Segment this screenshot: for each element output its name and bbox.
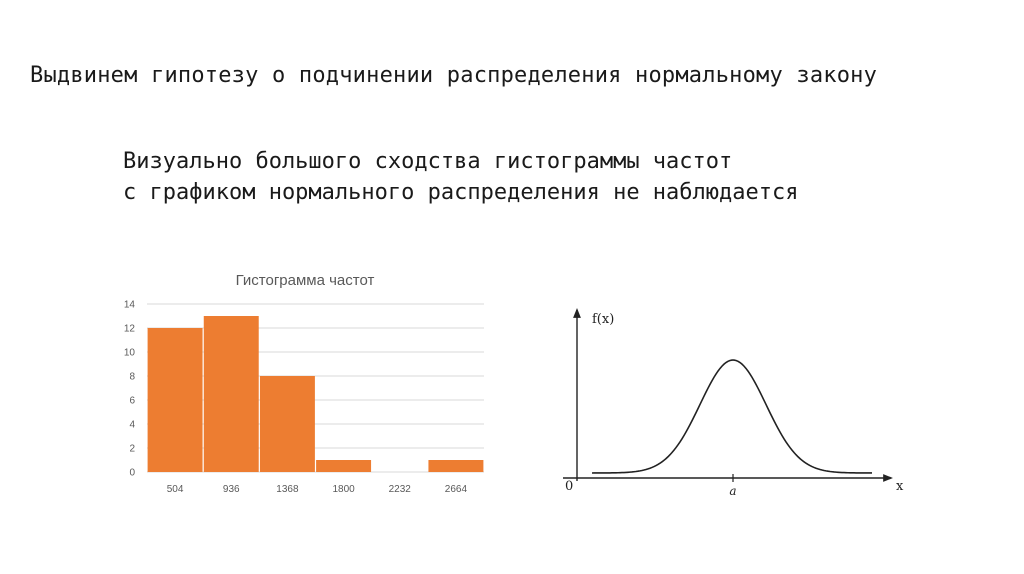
histogram-bar xyxy=(259,376,315,472)
y-tick-label: 0 xyxy=(129,468,135,479)
x-tick-label: 1368 xyxy=(276,484,299,495)
y-tick-label: 10 xyxy=(124,348,136,359)
y-tick-label: 6 xyxy=(129,396,135,407)
slide-note-line-1: Визуально большого сходства гистограммы … xyxy=(123,149,733,174)
histogram-bar xyxy=(428,460,484,472)
y-tick-label: 4 xyxy=(129,420,135,431)
slide-note: Визуально большого сходства гистограммы … xyxy=(123,146,799,208)
y-tick-label: 12 xyxy=(124,324,136,335)
histogram-grid xyxy=(147,303,484,473)
y-axis-label: f(x) xyxy=(592,312,614,327)
normal-curve xyxy=(591,359,872,474)
x-tick-label: 936 xyxy=(223,484,240,495)
x-tick-label: 2664 xyxy=(445,484,468,495)
mean-label: a xyxy=(729,484,736,498)
x-tick-label: 504 xyxy=(167,484,184,495)
histogram-chart: Гистограмма частот 0 2 4 6 8 10 12 14 504 936 136… xyxy=(124,272,484,495)
normal-distribution-chart: f(x) x 0 a xyxy=(563,308,904,498)
histogram-bar xyxy=(203,316,259,472)
y-tick-label: 14 xyxy=(124,300,136,311)
slide-heading: Выдвинем гипотезу о подчинении распредел… xyxy=(30,63,878,88)
y-tick-label: 2 xyxy=(129,444,135,455)
slide-note-line-2: с графиком нормального распределения не … xyxy=(123,180,799,205)
x-axis-label: x xyxy=(896,479,904,494)
x-tick-label: 1800 xyxy=(332,484,355,495)
histogram-title: Гистограмма частот xyxy=(236,272,375,289)
histogram-bars xyxy=(147,316,484,472)
origin-label: 0 xyxy=(565,479,573,494)
histogram-bar xyxy=(147,328,203,472)
y-tick-label: 8 xyxy=(129,372,135,383)
histogram-bar xyxy=(316,460,372,472)
x-tick-label: 2232 xyxy=(389,484,412,495)
histogram-y-axis: 0 2 4 6 8 10 12 14 xyxy=(124,300,136,479)
histogram-x-axis: 504 936 1368 1800 2232 2664 xyxy=(167,484,468,495)
